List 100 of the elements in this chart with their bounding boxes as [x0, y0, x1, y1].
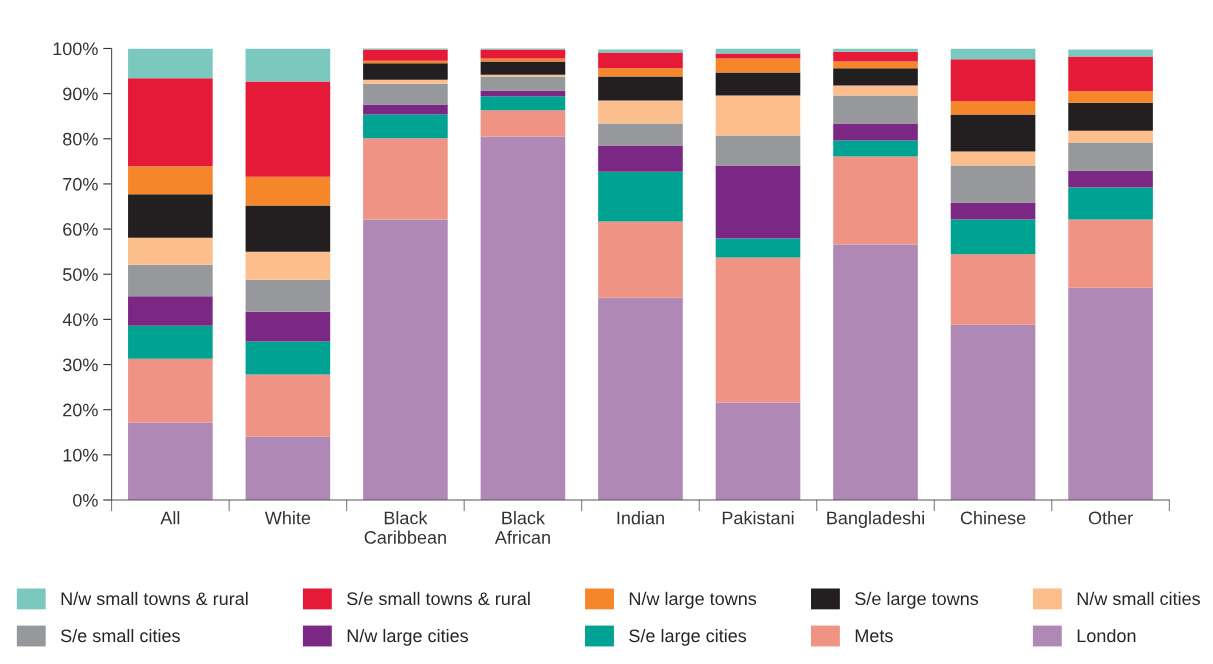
y-tick-label: 70% — [63, 177, 98, 191]
bar — [480, 49, 566, 59]
bar — [950, 324, 1036, 500]
bar — [715, 165, 801, 239]
legend-label: S/e large towns — [855, 591, 979, 609]
bar — [1068, 130, 1153, 143]
x-tick-label: Pakistani — [722, 511, 794, 525]
y-tick-label: 90% — [63, 87, 98, 101]
bar — [480, 61, 566, 75]
bar — [128, 296, 213, 326]
legend-label: N/w small cities — [1077, 591, 1200, 606]
bar — [598, 100, 683, 124]
legend-label: N/w large towns — [629, 591, 757, 609]
bar — [598, 297, 683, 500]
bar — [128, 48, 213, 79]
bar — [1068, 287, 1153, 500]
bar — [128, 325, 213, 359]
x-tick-label: All — [160, 511, 180, 525]
bar — [598, 145, 683, 172]
bar — [950, 202, 1036, 220]
x-tick-label: Bangladeshi — [827, 511, 924, 528]
bar — [833, 48, 918, 52]
legend-label: N/w large cities — [347, 628, 469, 646]
bar — [598, 68, 683, 77]
bar — [245, 48, 331, 82]
bar — [715, 58, 801, 73]
x-tick-label: Chinese — [960, 511, 1026, 525]
bar — [363, 104, 448, 115]
bar — [833, 95, 918, 124]
bar — [950, 151, 1036, 166]
bar — [1068, 219, 1153, 288]
x-tick-label: Indian — [617, 511, 664, 525]
legend-label: S/e large cities — [629, 628, 747, 646]
bar — [833, 68, 918, 86]
bar — [598, 221, 683, 298]
bar — [128, 422, 213, 500]
bar — [715, 95, 801, 136]
legend-label: S/e small towns & rural — [347, 591, 530, 606]
bar — [363, 219, 448, 500]
bar — [715, 135, 801, 166]
bar — [128, 194, 213, 238]
bar — [245, 176, 331, 206]
y-tick-label: 40% — [62, 313, 98, 327]
bar — [480, 90, 566, 97]
bar — [245, 279, 331, 312]
bar — [1068, 187, 1153, 220]
bar — [950, 219, 1036, 255]
bar — [363, 114, 448, 139]
bar — [480, 136, 566, 500]
bar — [128, 358, 213, 423]
bar — [480, 76, 566, 91]
bar — [128, 237, 213, 265]
bar — [715, 257, 801, 403]
y-tick-label: 80% — [63, 132, 98, 146]
bar — [833, 123, 918, 141]
y-tick-label: 100% — [53, 42, 98, 56]
bar — [480, 58, 566, 62]
bar — [1068, 91, 1153, 103]
bar — [598, 52, 683, 69]
legend-label: Mets — [855, 629, 893, 643]
legend-label: London — [1077, 628, 1136, 643]
x-tick-label: Black African — [494, 511, 550, 544]
y-tick-label: 60% — [63, 223, 98, 236]
y-tick-label: 50% — [62, 268, 98, 281]
bar — [598, 76, 683, 101]
bar — [1068, 142, 1153, 171]
y-tick-label: 20% — [63, 403, 98, 417]
bar — [245, 81, 331, 177]
bar — [128, 78, 213, 167]
bar — [950, 114, 1036, 152]
y-tick-label: 0% — [73, 493, 98, 507]
bar — [598, 171, 683, 222]
bar — [363, 63, 448, 80]
bar — [950, 48, 1036, 60]
bar — [715, 53, 801, 59]
x-tick-label: White — [264, 511, 311, 525]
bar — [833, 51, 918, 62]
y-tick-label: 30% — [62, 358, 98, 372]
bar — [715, 72, 801, 96]
bar — [480, 110, 566, 137]
bar — [598, 49, 683, 53]
bar — [715, 238, 801, 258]
bar — [363, 79, 448, 84]
bar — [245, 374, 331, 437]
bar — [1068, 56, 1153, 92]
bar — [950, 165, 1036, 203]
bar — [245, 341, 331, 375]
y-tick-label: 10% — [63, 448, 98, 462]
bar — [363, 49, 448, 61]
bar — [1068, 49, 1153, 57]
legend-label: N/w small towns & rural — [61, 591, 248, 606]
bar — [363, 138, 448, 220]
legend-label: S/e small cities — [60, 628, 180, 643]
bar — [245, 251, 331, 280]
bar — [245, 205, 331, 252]
bar — [363, 83, 448, 105]
bar — [833, 140, 918, 157]
x-tick-label: Other — [1088, 511, 1133, 525]
bar — [1068, 102, 1153, 131]
bar — [833, 85, 918, 96]
